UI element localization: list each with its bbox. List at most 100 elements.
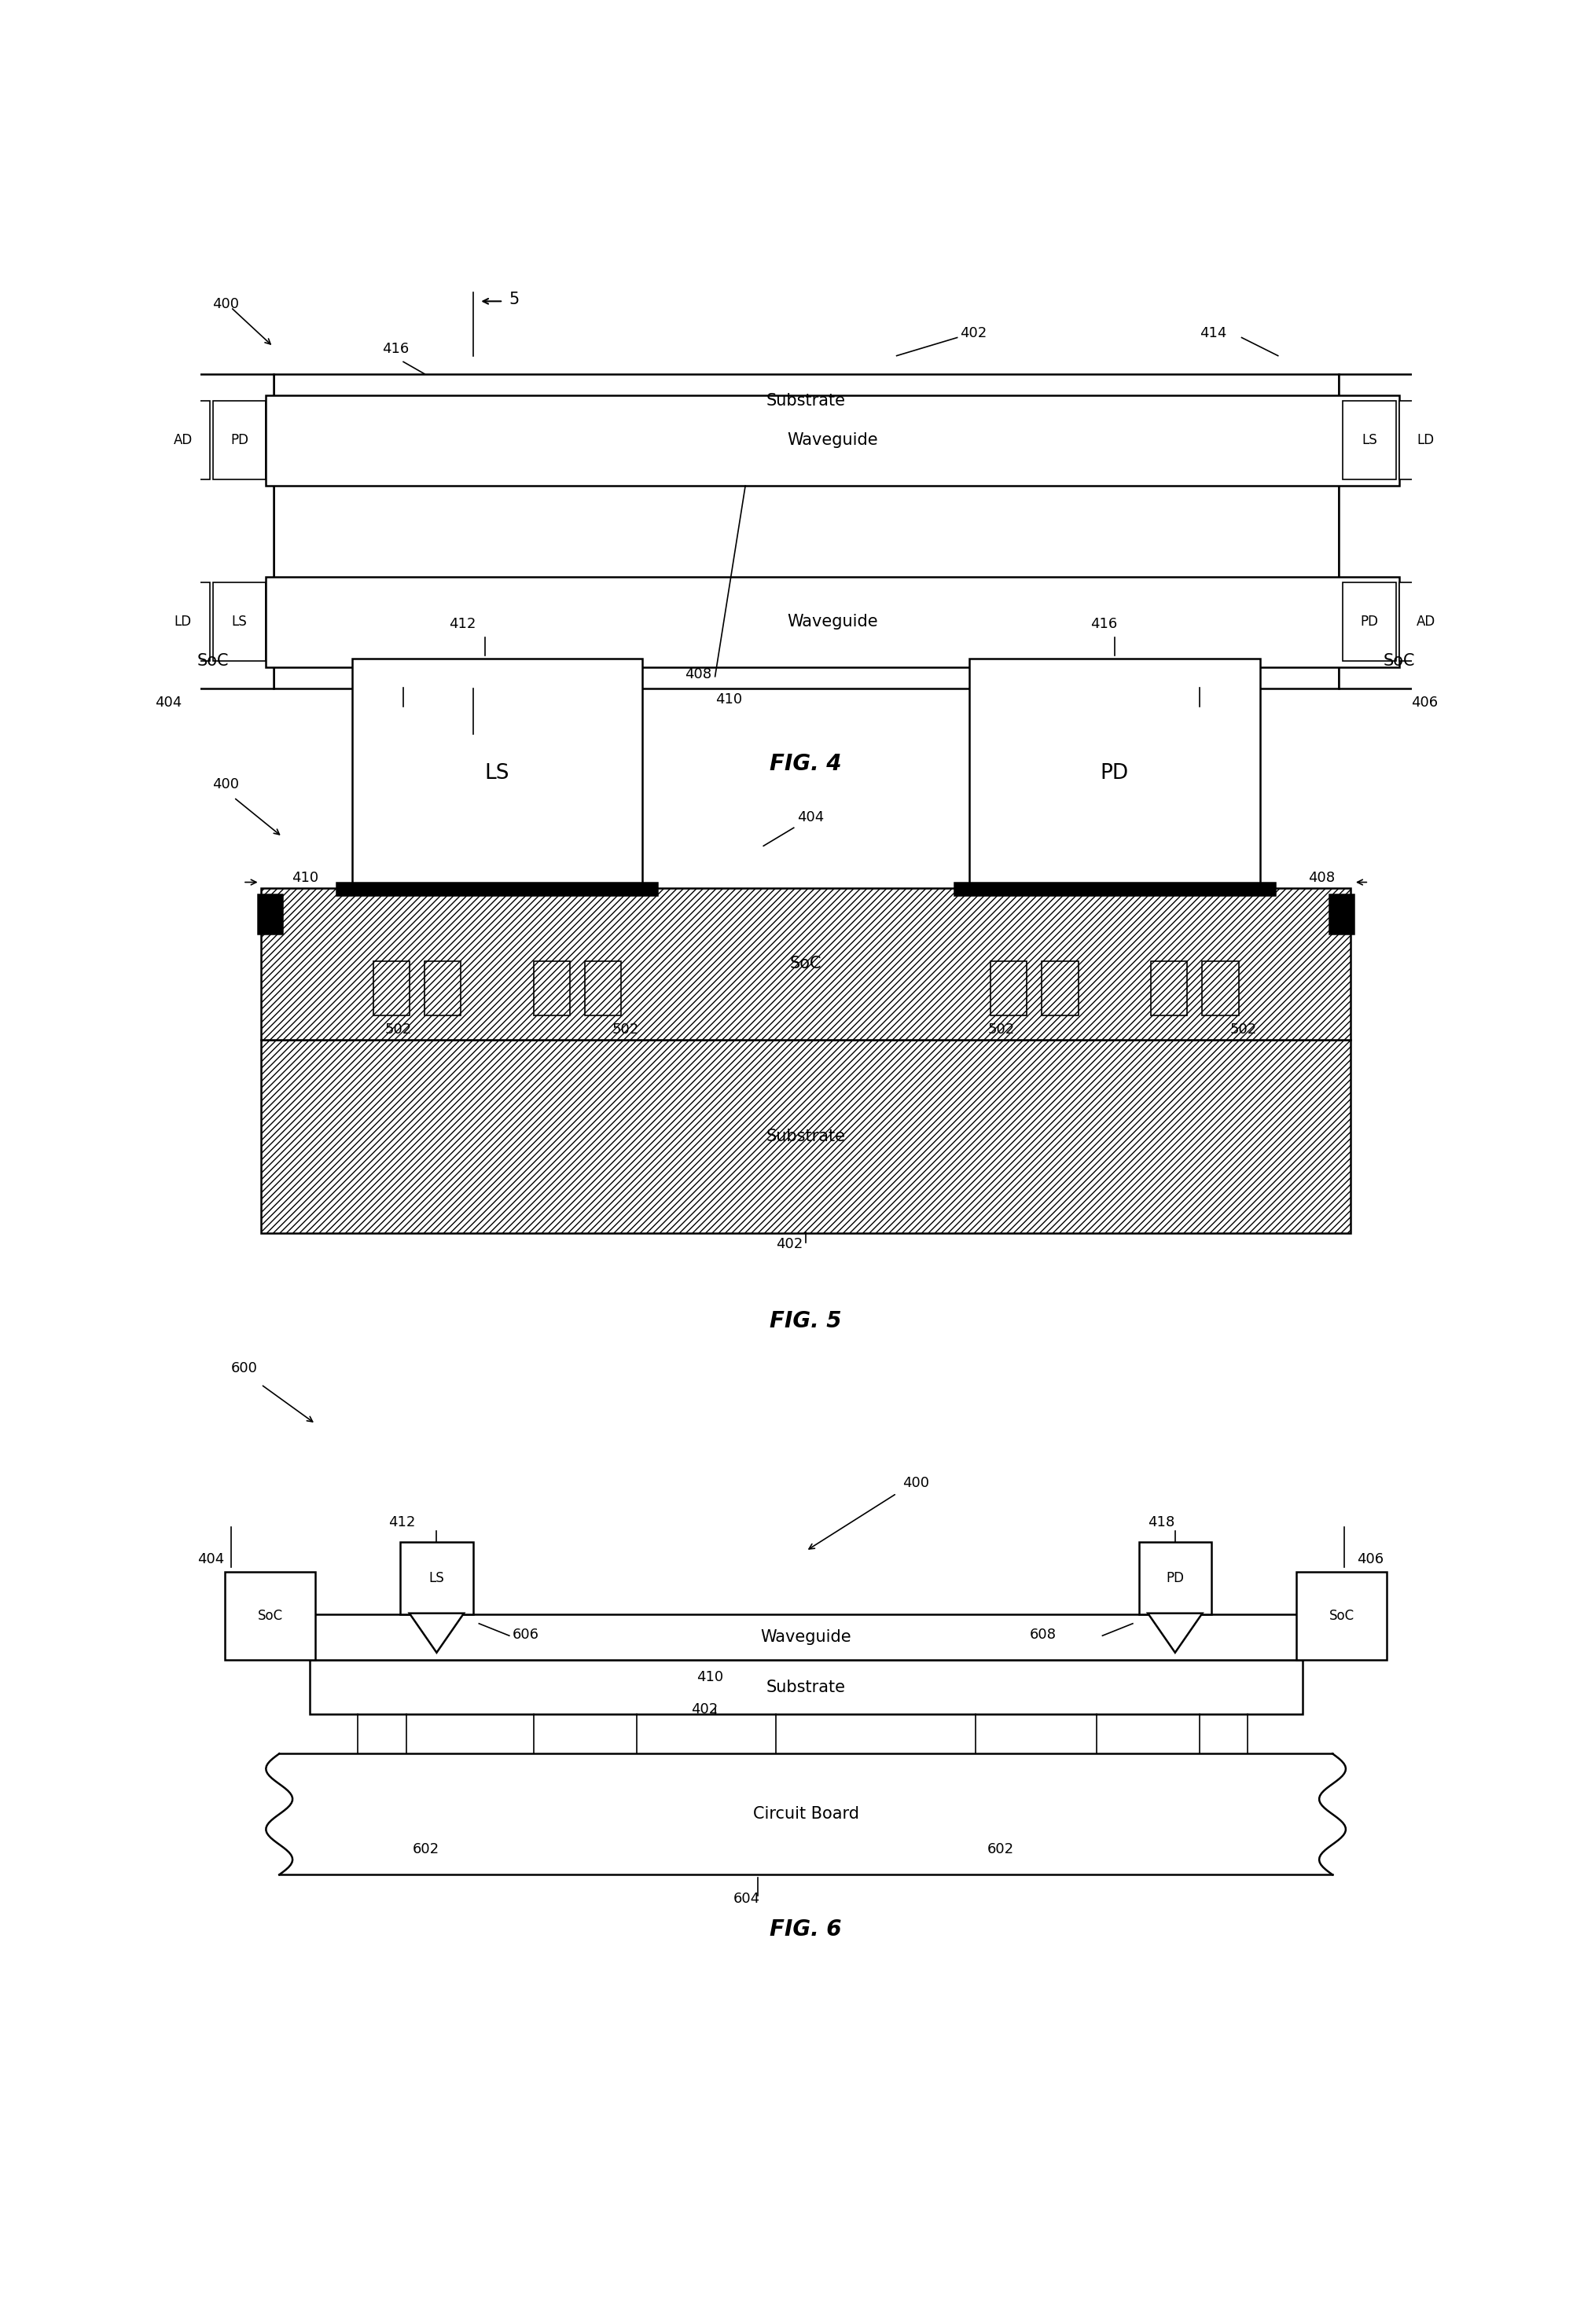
Text: 502: 502 xyxy=(988,1023,1015,1037)
Bar xyxy=(585,960,621,1016)
Text: 402: 402 xyxy=(960,325,988,342)
Bar xyxy=(156,583,209,662)
Text: 602: 602 xyxy=(988,1843,1015,1857)
Bar xyxy=(1202,960,1238,1016)
Text: 602: 602 xyxy=(412,1843,439,1857)
Bar xyxy=(337,883,658,895)
Text: Circuit Board: Circuit Board xyxy=(753,1806,859,1822)
Text: 400: 400 xyxy=(212,776,239,792)
Text: LD: LD xyxy=(1417,432,1435,449)
Bar xyxy=(310,1659,1302,1715)
Bar xyxy=(274,374,1339,688)
Bar xyxy=(212,583,266,662)
Text: 402: 402 xyxy=(775,1236,802,1250)
Text: AD: AD xyxy=(1416,616,1435,630)
Bar xyxy=(352,658,642,888)
Text: LD: LD xyxy=(175,616,192,630)
Text: Substrate: Substrate xyxy=(766,1129,846,1143)
Text: 400: 400 xyxy=(212,297,239,311)
Bar xyxy=(258,895,282,934)
Polygon shape xyxy=(1148,1613,1202,1652)
Text: 5: 5 xyxy=(510,290,519,307)
Bar xyxy=(991,960,1027,1016)
Text: 412: 412 xyxy=(448,616,475,632)
Text: 406: 406 xyxy=(1411,695,1438,709)
Text: 418: 418 xyxy=(1148,1515,1175,1529)
Bar xyxy=(1329,895,1354,934)
Bar xyxy=(261,888,1351,1039)
Text: FIG. 6: FIG. 6 xyxy=(769,1917,842,1941)
Text: Waveguide: Waveguide xyxy=(760,1629,851,1645)
Text: 402: 402 xyxy=(691,1701,717,1715)
Text: 404: 404 xyxy=(798,811,824,825)
Text: Waveguide: Waveguide xyxy=(786,432,878,449)
Bar xyxy=(969,658,1260,888)
Text: PD: PD xyxy=(1101,762,1129,783)
Text: LS: LS xyxy=(484,762,510,783)
Text: 504: 504 xyxy=(975,865,1002,878)
Bar xyxy=(266,395,1398,486)
Text: SoC: SoC xyxy=(197,653,228,669)
Bar xyxy=(1343,583,1395,662)
Bar xyxy=(425,960,461,1016)
Text: 404: 404 xyxy=(198,1552,225,1566)
Text: 410: 410 xyxy=(716,693,742,706)
Bar xyxy=(225,1571,316,1659)
Text: 408: 408 xyxy=(684,667,711,681)
Bar xyxy=(1398,402,1452,479)
Text: 502: 502 xyxy=(612,1023,639,1037)
Text: Substrate: Substrate xyxy=(766,393,846,409)
Bar xyxy=(310,1615,1302,1659)
Text: PD: PD xyxy=(1166,1571,1184,1585)
Text: FIG. 5: FIG. 5 xyxy=(769,1311,842,1332)
Bar xyxy=(153,374,274,688)
Text: 410: 410 xyxy=(697,1671,724,1685)
Text: 400: 400 xyxy=(903,1476,930,1490)
Bar xyxy=(156,402,209,479)
Text: 414: 414 xyxy=(1199,325,1227,342)
Bar xyxy=(1343,402,1395,479)
Text: 418: 418 xyxy=(1169,697,1195,711)
Bar xyxy=(1339,374,1460,688)
Polygon shape xyxy=(409,1613,464,1652)
Bar xyxy=(1139,1541,1211,1615)
Bar xyxy=(1296,1571,1387,1659)
Text: Substrate: Substrate xyxy=(766,1680,846,1694)
Text: 408: 408 xyxy=(1309,872,1335,885)
Text: SoC: SoC xyxy=(1329,1608,1354,1622)
Text: LS: LS xyxy=(231,616,247,630)
Text: 604: 604 xyxy=(733,1892,760,1906)
Text: LS: LS xyxy=(429,1571,445,1585)
Text: 412: 412 xyxy=(382,697,409,711)
Text: 416: 416 xyxy=(1090,616,1117,632)
Text: PD: PD xyxy=(1361,616,1378,630)
Text: Waveguide: Waveguide xyxy=(786,614,878,630)
Text: AD: AD xyxy=(173,432,192,449)
Bar xyxy=(1398,583,1452,662)
Text: PD: PD xyxy=(230,432,249,449)
Bar xyxy=(373,960,409,1016)
Text: 404: 404 xyxy=(156,695,182,709)
Text: 606: 606 xyxy=(513,1627,540,1641)
Text: 410: 410 xyxy=(291,872,318,885)
Text: 504: 504 xyxy=(585,865,612,878)
Bar xyxy=(212,402,266,479)
Text: SoC: SoC xyxy=(790,955,821,971)
Text: 406: 406 xyxy=(1356,1552,1384,1566)
Text: SoC: SoC xyxy=(1383,653,1416,669)
Text: 608: 608 xyxy=(1030,1627,1057,1641)
Text: 502: 502 xyxy=(385,1023,412,1037)
Text: 5: 5 xyxy=(510,737,519,753)
Text: 412: 412 xyxy=(389,1515,415,1529)
Bar xyxy=(955,883,1276,895)
Text: 502: 502 xyxy=(1230,1023,1257,1037)
Bar xyxy=(400,1541,473,1615)
Bar xyxy=(1041,960,1078,1016)
Text: 600: 600 xyxy=(231,1362,258,1376)
Bar xyxy=(261,1039,1351,1234)
Bar xyxy=(1151,960,1188,1016)
Text: LS: LS xyxy=(1362,432,1376,449)
Text: 416: 416 xyxy=(382,342,409,356)
Bar xyxy=(533,960,569,1016)
Bar xyxy=(266,576,1398,667)
